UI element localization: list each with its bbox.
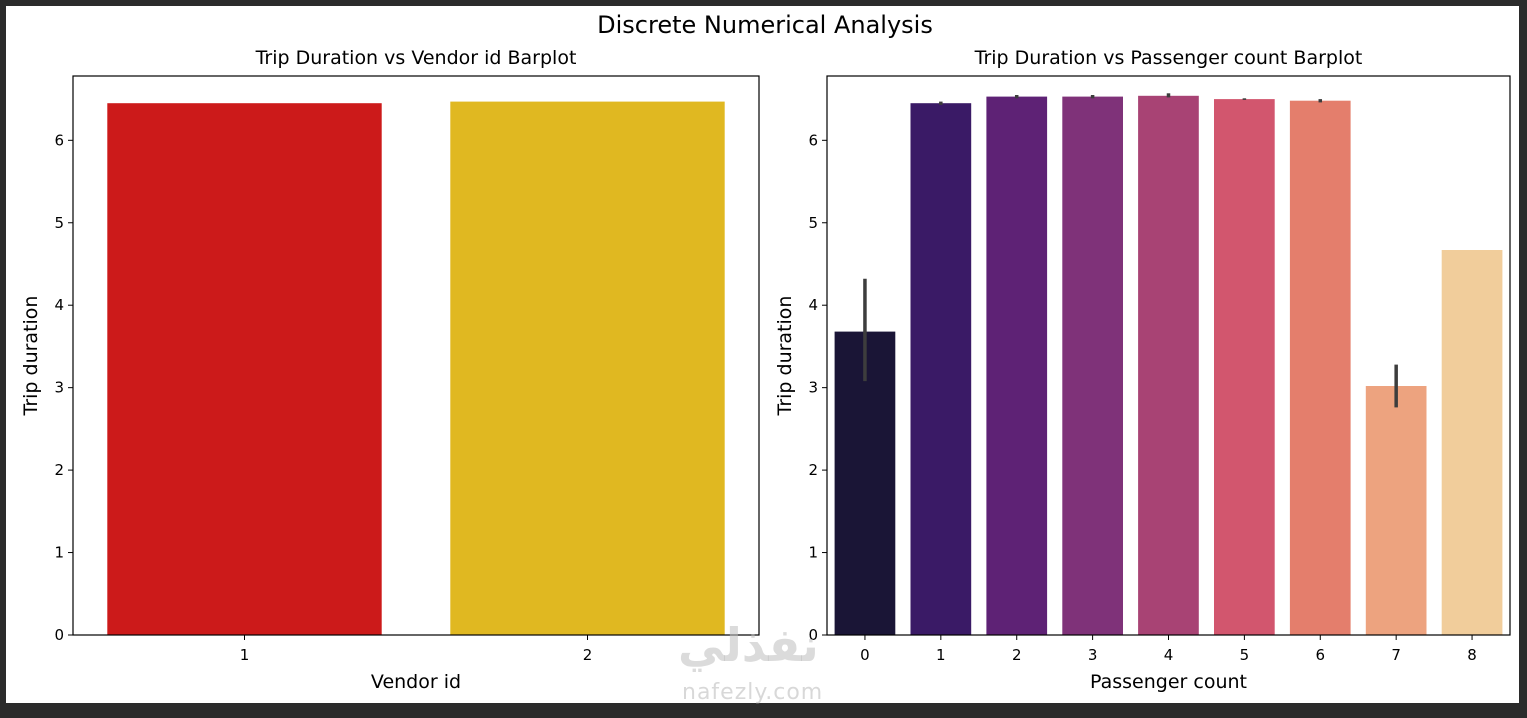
y-tick-label: 1 (54, 544, 64, 562)
x-tick-label: 2 (583, 646, 593, 664)
bar-2 (986, 96, 1048, 636)
x-tick-label: 8 (1467, 646, 1477, 664)
y-tick-label: 2 (808, 461, 818, 479)
x-axis-label: Vendor id (371, 671, 461, 693)
bar-8 (1441, 250, 1503, 635)
bar-4 (1138, 95, 1199, 636)
chart-title: Trip Duration vs Passenger count Barplot (974, 47, 1363, 69)
x-tick-label: 7 (1391, 646, 1401, 664)
y-tick-label: 6 (808, 131, 818, 149)
x-tick-label: 5 (1240, 646, 1250, 664)
y-tick-label: 5 (808, 214, 818, 232)
x-axis-label: Passenger count (1090, 671, 1247, 693)
bar-7 (1365, 386, 1427, 635)
y-axis-label: Trip duration (20, 296, 42, 417)
chart-canvas: Discrete Numerical Analysis 0 1 2 3 4 5 6 1 2 Tri… (20, 11, 1511, 693)
x-tick-label: 4 (1164, 646, 1174, 664)
bar-2 (450, 101, 725, 636)
chart-title: Trip Duration vs Vendor id Barplot (255, 47, 577, 69)
y-tick-label: 4 (54, 296, 64, 314)
x-tick-label: 2 (1012, 646, 1022, 664)
bar-1 (107, 103, 382, 635)
y-tick-label: 1 (808, 544, 818, 562)
bar-1 (910, 103, 972, 635)
figure-suptitle: Discrete Numerical Analysis (597, 11, 933, 39)
axes-frame (72, 75, 760, 636)
y-axis-label: Trip duration (774, 296, 796, 417)
x-tick-label: 6 (1316, 646, 1326, 664)
y-tick-label: 6 (54, 131, 64, 149)
x-tick-label: 1 (936, 646, 946, 664)
bar-3 (1062, 96, 1123, 636)
y-tick-label: 3 (808, 379, 818, 397)
y-tick-label: 3 (54, 379, 64, 397)
chart-2 (822, 75, 1511, 640)
bar-0 (834, 331, 896, 635)
bar-5 (1214, 99, 1275, 636)
y-tick-label: 0 (808, 626, 818, 644)
y-tick-label: 0 (54, 626, 64, 644)
chart-1 (68, 75, 760, 640)
bar-6 (1289, 100, 1351, 635)
y-tick-label: 2 (54, 461, 64, 479)
y-tick-label: 4 (808, 296, 818, 314)
x-tick-label: 1 (240, 646, 250, 664)
figure: Discrete Numerical Analysis 0 1 2 3 4 5 6 1 2 Tri… (6, 6, 1519, 705)
y-tick-label: 5 (54, 214, 64, 232)
x-tick-label: 0 (860, 646, 870, 664)
x-tick-label: 3 (1088, 646, 1098, 664)
